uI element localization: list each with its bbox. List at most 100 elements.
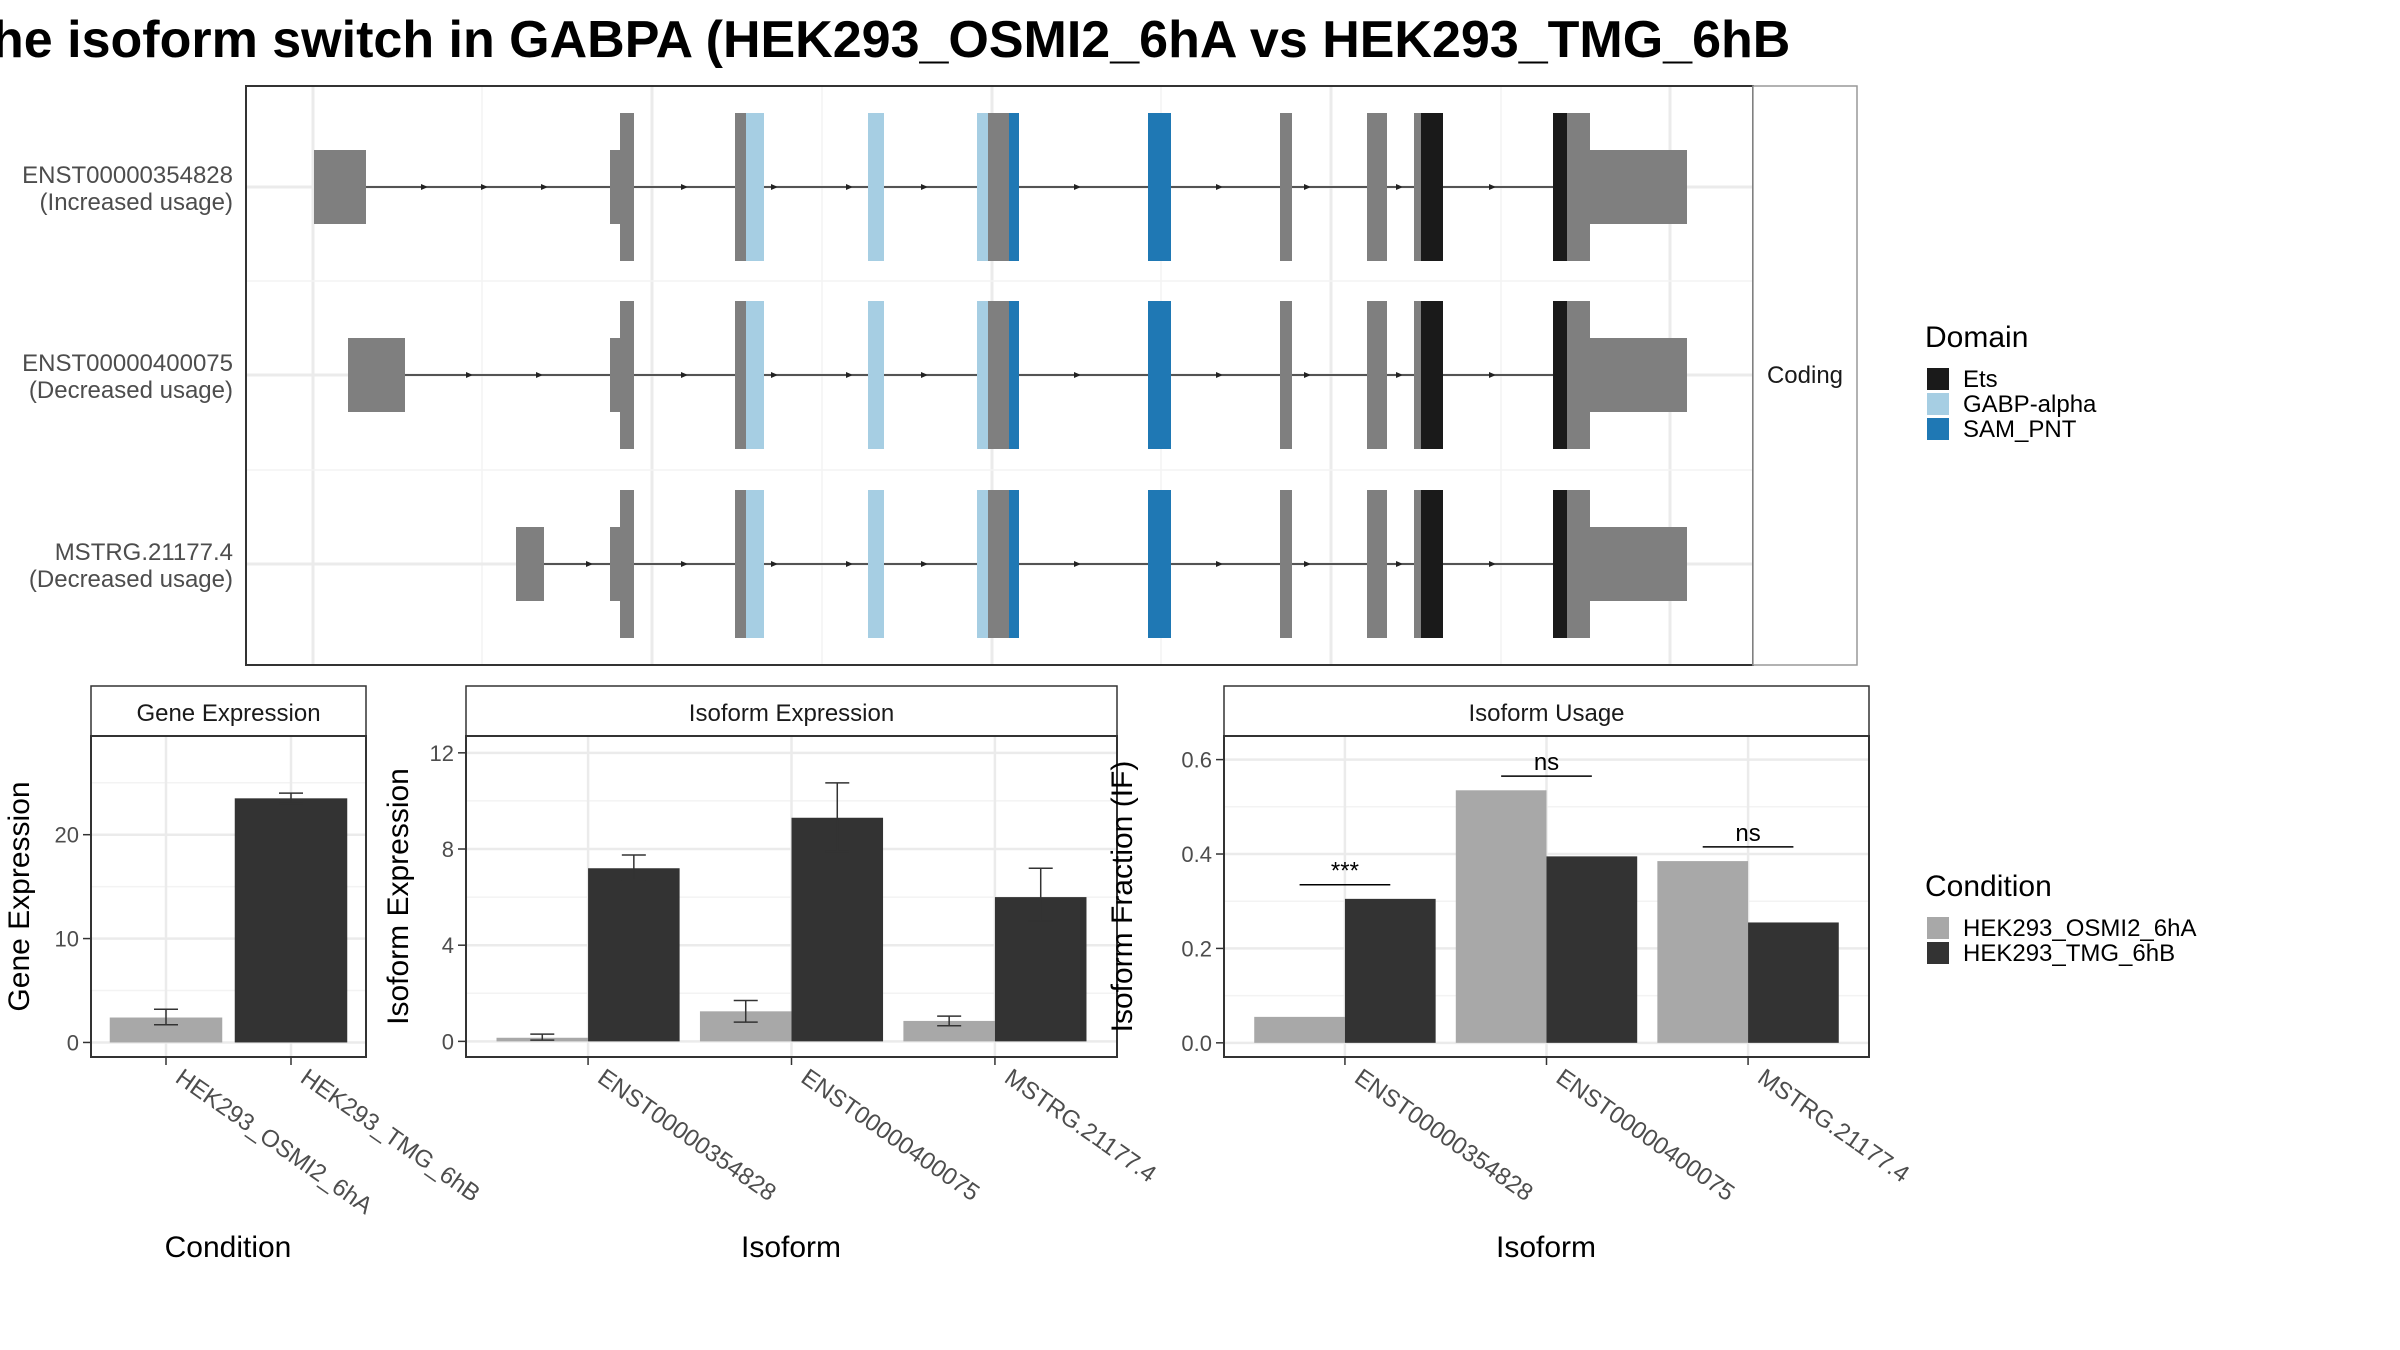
exon-block	[1280, 113, 1292, 261]
strand-arrow	[1396, 184, 1403, 190]
exon-block	[1567, 301, 1590, 449]
domain-block	[868, 113, 884, 261]
domain-block	[1553, 113, 1567, 261]
significance-label: ns	[1735, 820, 1760, 847]
panel-strip	[465, 685, 1118, 737]
exon-block	[1590, 338, 1687, 412]
domain-legend-key	[1927, 393, 1949, 415]
structure-rows	[314, 113, 1687, 638]
structure-strip-label: Coding	[1767, 362, 1843, 389]
y-tick-label: 0.4	[1181, 842, 1212, 867]
strand-arrow	[541, 184, 548, 190]
exon-block	[1567, 113, 1590, 261]
exon-block	[1280, 301, 1292, 449]
transcript-row	[516, 490, 1687, 638]
domain-block	[977, 301, 988, 449]
exon-block	[1280, 490, 1292, 638]
domain-block	[746, 490, 764, 638]
panel-border	[90, 735, 367, 1058]
significance-label: ***	[1331, 858, 1359, 885]
exon-block	[348, 338, 405, 412]
bar	[903, 1020, 995, 1042]
exon-block	[610, 338, 620, 412]
y-tick-label: 10	[55, 927, 79, 952]
condition-legend-key	[1927, 942, 1949, 964]
transcript-usage-label: (Decreased usage)	[29, 377, 233, 404]
exon-block	[1367, 113, 1387, 261]
y-tick-label: 12	[430, 741, 454, 766]
strand-arrow	[921, 561, 928, 567]
strand-arrow	[681, 184, 688, 190]
panel-strip	[90, 685, 367, 737]
panel-strip-label: Isoform Expression	[689, 700, 894, 727]
error-bar	[1028, 867, 1053, 922]
exon-block	[620, 113, 634, 261]
error-bar	[530, 1033, 555, 1041]
strand-arrow	[1304, 561, 1311, 567]
condition-legend-label: HEK293_TMG_6hB	[1963, 940, 2175, 967]
strand-arrow	[771, 372, 778, 378]
domain-block	[1553, 490, 1567, 638]
strand-arrow	[921, 184, 928, 190]
domain-block	[1421, 113, 1443, 261]
strand-arrow	[1074, 184, 1081, 190]
strand-arrow	[1304, 372, 1311, 378]
y-tick-label: 0.0	[1181, 1031, 1212, 1056]
domain-block	[868, 301, 884, 449]
condition-legend-title: Condition	[1925, 870, 2052, 903]
strand-arrow	[681, 561, 688, 567]
transcript-row	[314, 113, 1687, 261]
exon-block	[610, 527, 620, 601]
exon-block	[610, 150, 620, 224]
exon-block	[1590, 527, 1687, 601]
transcript-row	[348, 301, 1687, 449]
panel-strip-label: Isoform Usage	[1468, 700, 1624, 727]
exon-block	[1414, 301, 1421, 449]
error-bar	[621, 854, 646, 882]
domain-legend-label: SAM_PNT	[1963, 416, 2077, 443]
bar	[234, 798, 348, 1043]
exon-block	[1414, 490, 1421, 638]
domain-block	[1148, 301, 1171, 449]
error-bar	[733, 999, 758, 1023]
strand-arrow	[536, 372, 543, 378]
domain-block	[1148, 113, 1171, 261]
strand-arrow	[846, 184, 853, 190]
y-tick-label: 4	[442, 933, 454, 958]
y-tick-label: 0.6	[1181, 748, 1212, 773]
strand-arrow	[1396, 561, 1403, 567]
y-tick-label: 8	[442, 837, 454, 862]
strand-arrow	[1074, 372, 1081, 378]
strand-arrow	[771, 184, 778, 190]
transcript-id-label: MSTRG.21177.4	[55, 539, 233, 566]
bar	[1254, 1016, 1345, 1043]
strand-arrow	[586, 561, 593, 567]
domain-block	[868, 490, 884, 638]
error-bar	[279, 792, 303, 805]
strand-arrow	[846, 372, 853, 378]
transcript-labels: ENST00000354828(Increased usage) ENST0000…	[22, 162, 233, 593]
panel-strip	[1223, 685, 1870, 737]
bar	[588, 868, 680, 1042]
y-axis-title: Gene Expression	[3, 781, 36, 1011]
transcript-id-label: ENST00000354828	[22, 162, 233, 189]
exon-block	[735, 490, 746, 638]
exon-block	[988, 490, 1009, 638]
strand-arrow	[1216, 561, 1223, 567]
domain-block	[746, 301, 764, 449]
domain-legend-label: GABP-alpha	[1963, 391, 2097, 418]
domain-legend-key	[1927, 418, 1949, 440]
domain-legend-label: Ets	[1963, 366, 1998, 393]
bar	[1344, 898, 1436, 1043]
strand-arrow	[921, 372, 928, 378]
exon-block	[1414, 113, 1421, 261]
exon-block	[1367, 301, 1387, 449]
strand-arrow	[1489, 561, 1496, 567]
condition-legend-label: HEK293_OSMI2_6hA	[1963, 915, 2196, 942]
